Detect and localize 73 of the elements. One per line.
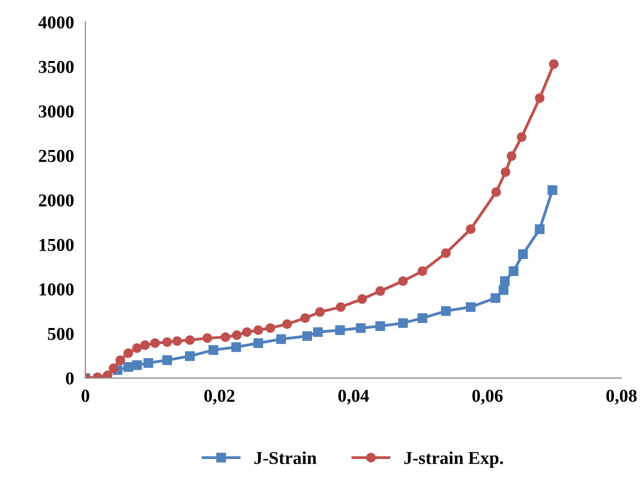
point: [302, 331, 312, 341]
point: [150, 338, 160, 348]
point: [265, 323, 276, 333]
point: [398, 276, 408, 286]
point: [548, 185, 558, 195]
point: [144, 358, 154, 368]
point: [548, 59, 559, 69]
point: [123, 362, 134, 372]
y-tick-label: 3500: [38, 60, 74, 74]
point: [123, 348, 134, 358]
point: [375, 321, 386, 331]
point: [357, 294, 367, 304]
point: [315, 307, 325, 317]
y-tick-label: 0: [66, 372, 74, 385]
point: [336, 302, 346, 312]
y-tick-label: 2500: [38, 150, 74, 162]
point: [108, 363, 118, 374]
point: [518, 249, 528, 259]
point: [276, 334, 286, 344]
y-tick-label: 4000: [38, 16, 74, 29]
point: [115, 355, 126, 366]
point: [418, 313, 428, 323]
point: [300, 313, 310, 323]
point: [253, 325, 264, 335]
x-tick-label: 0,06: [472, 390, 503, 405]
point: [375, 286, 386, 296]
point: [242, 327, 252, 337]
point: [102, 370, 112, 378]
point: [162, 355, 172, 365]
x-tick-label: 0,02: [204, 390, 234, 405]
point: [132, 360, 142, 370]
point: [491, 187, 502, 197]
y-tick-label: 1000: [40, 283, 74, 296]
point: [508, 266, 518, 276]
point: [313, 327, 323, 337]
point: [220, 332, 230, 342]
legend-label: J-Strain: [254, 451, 317, 464]
point: [506, 151, 516, 161]
y-tick-label: 1500: [40, 238, 74, 252]
point: [498, 285, 508, 295]
point: [185, 351, 195, 361]
point: [162, 337, 172, 347]
point: [172, 336, 182, 346]
point: [441, 248, 451, 258]
y-tick-label: 3000: [38, 105, 74, 118]
point: [534, 93, 545, 103]
x-tick-label: 0: [82, 390, 90, 402]
point: [398, 318, 408, 328]
point: [490, 293, 500, 303]
legend-label: J-strain Exp.: [404, 451, 503, 468]
point: [356, 323, 366, 333]
point: [208, 345, 218, 355]
point: [335, 325, 345, 335]
point: [282, 319, 292, 329]
point: [202, 333, 212, 343]
point: [466, 224, 476, 234]
point: [253, 338, 264, 348]
point: [516, 132, 526, 142]
point: [140, 340, 150, 350]
y-tick-label: 500: [48, 328, 74, 340]
point: [132, 343, 142, 353]
point: [466, 302, 476, 312]
x-tick-label: 0,04: [338, 390, 369, 405]
point: [232, 330, 242, 340]
point: [534, 224, 545, 234]
point: [185, 335, 195, 345]
y-tick-label: 2000: [38, 194, 74, 207]
point: [500, 167, 510, 177]
point: [231, 342, 242, 352]
point: [441, 306, 451, 316]
x-tick-label: 0,08: [606, 390, 637, 405]
point: [418, 266, 428, 276]
point: [500, 276, 510, 286]
